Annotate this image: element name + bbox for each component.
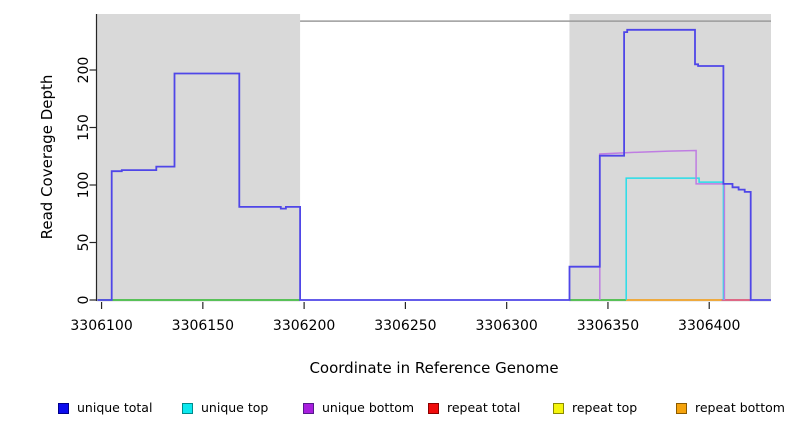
unique-bottom-swatch-icon [303,402,314,414]
repeat-bottom-swatch-icon [676,402,687,414]
x-tick-label: 3306300 [475,318,537,334]
x-axis-title: Coordinate in Reference Genome [309,359,558,377]
left-gray-region [96,14,301,302]
y-axis-title: Read Coverage Depth [38,75,56,240]
x-tick-label: 3306100 [70,318,132,334]
series-unique-total [97,28,771,301]
y-tick-label: 50 [76,234,92,252]
x-tick-label: 3306400 [678,318,740,334]
y-tick-label: 200 [76,57,92,84]
x-tick-label: 3306250 [374,318,436,334]
unique-top-swatch-icon [182,402,193,414]
series-unique-bottom [599,149,726,300]
x-tick-label: 3306200 [273,318,335,334]
y-tick-label: 150 [76,114,92,141]
chart-layer: 0 50 100 150 200 3306100 3306150 3306200 3306250… [70,14,771,334]
unique-total-swatch-icon [58,402,69,414]
legend: unique total unique top unique bottom repea… [0,399,792,421]
legend-item-unique-total: unique total [58,399,152,417]
repeat-top-swatch-icon [553,402,564,414]
legend-item-unique-bottom: unique bottom [303,399,414,417]
legend-label: unique bottom [322,400,415,415]
series-unique-top [625,177,725,300]
x-tick-label: 3306350 [577,318,639,334]
legend-item-repeat-bottom: repeat bottom [676,399,785,417]
legend-label: repeat top [572,400,638,415]
repeat-total-swatch-icon [428,402,439,414]
legend-label: repeat total [447,400,521,415]
legend-item-unique-top: unique top [182,399,268,417]
right-gray-region [569,14,771,302]
y-tick-label: 100 [76,172,92,199]
legend-label: unique top [201,400,269,415]
y-tick-label: 0 [76,296,92,305]
legend-item-repeat-top: repeat top [553,399,637,417]
x-tick-label: 3306150 [172,318,234,334]
legend-item-repeat-total: repeat total [428,399,520,417]
legend-label: unique total [77,400,153,415]
legend-label: repeat bottom [695,400,785,415]
